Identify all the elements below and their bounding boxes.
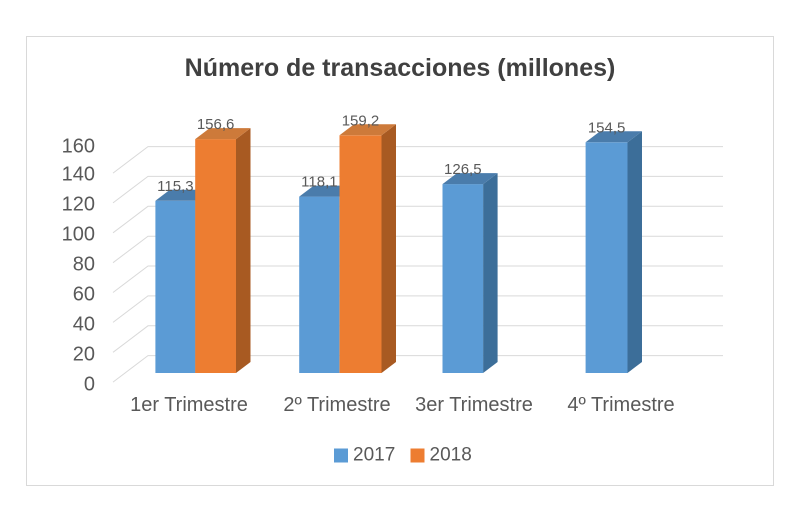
svg-text:40: 40 <box>73 314 95 336</box>
svg-text:160: 160 <box>62 136 95 158</box>
svg-text:115,3: 115,3 <box>157 178 193 195</box>
svg-text:2018: 2018 <box>430 445 472 466</box>
svg-text:0: 0 <box>84 374 95 396</box>
svg-text:4º Trimestre: 4º Trimestre <box>567 394 674 416</box>
svg-text:2º Trimestre: 2º Trimestre <box>283 394 390 416</box>
svg-text:80: 80 <box>73 254 95 276</box>
svg-text:3er Trimestre: 3er Trimestre <box>415 394 533 416</box>
svg-text:20: 20 <box>73 344 95 366</box>
svg-text:2017: 2017 <box>353 445 395 466</box>
svg-text:156,6: 156,6 <box>197 116 235 133</box>
svg-text:60: 60 <box>73 284 95 306</box>
svg-text:118,1: 118,1 <box>301 174 337 191</box>
svg-text:154,5: 154,5 <box>588 119 626 136</box>
svg-text:126,5: 126,5 <box>444 161 482 178</box>
svg-text:140: 140 <box>62 164 95 186</box>
svg-text:120: 120 <box>62 194 95 216</box>
svg-text:100: 100 <box>62 224 95 246</box>
svg-text:1er Trimestre: 1er Trimestre <box>130 394 248 416</box>
svg-text:159,2: 159,2 <box>342 112 380 129</box>
